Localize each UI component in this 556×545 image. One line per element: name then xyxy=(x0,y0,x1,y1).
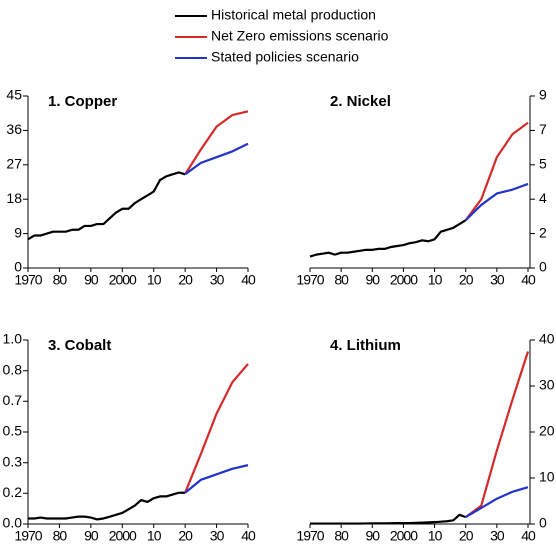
x-tick-label: 80 xyxy=(334,272,349,288)
x-tick-label: 10 xyxy=(428,272,443,288)
legend-label: Net Zero emissions scenario xyxy=(211,28,389,44)
series-line xyxy=(464,121,529,221)
y-tick-label: 0 xyxy=(539,259,547,275)
x-tick-label: 2000 xyxy=(109,272,137,288)
x-tick-label: 40 xyxy=(241,272,256,288)
x-tick-label: 90 xyxy=(365,528,380,544)
y-tick-label: 2 xyxy=(539,224,547,240)
y-tick-label: 0.7 xyxy=(3,392,23,408)
y-tick-label: 0 xyxy=(539,515,547,531)
x-tick-label: 30 xyxy=(490,272,505,288)
x-tick-label: 20 xyxy=(178,272,193,288)
legend-label: Historical metal production xyxy=(211,7,376,23)
x-tick-label: 80 xyxy=(53,528,68,544)
x-tick-label: 1970 xyxy=(14,272,42,288)
panel-title: 1. Copper xyxy=(48,93,117,110)
x-tick-label: 40 xyxy=(241,528,256,544)
y-tick-label: 0.3 xyxy=(3,453,23,469)
y-tick-label: 9 xyxy=(14,224,22,240)
y-tick-label: 27 xyxy=(6,156,22,172)
x-tick-label: 80 xyxy=(53,272,68,288)
y-tick-label: 1.0 xyxy=(3,331,23,347)
y-tick-label: 40 xyxy=(539,331,555,347)
panel-title: 2. Nickel xyxy=(330,93,391,110)
x-tick-label: 20 xyxy=(178,528,193,544)
y-tick-label: 0.8 xyxy=(3,361,23,377)
y-tick-label: 45 xyxy=(6,87,22,103)
y-tick-label: 0.5 xyxy=(3,423,23,439)
y-tick-label: 36 xyxy=(6,121,22,137)
x-tick-label: 1970 xyxy=(296,528,324,544)
y-tick-label: 0.0 xyxy=(3,515,23,531)
x-tick-label: 40 xyxy=(521,272,536,288)
y-tick-label: 9 xyxy=(539,87,547,103)
series-line xyxy=(310,513,467,525)
y-tick-label: 18 xyxy=(6,190,22,206)
x-tick-label: 2000 xyxy=(390,528,418,544)
series-line xyxy=(28,491,186,521)
y-tick-label: 4 xyxy=(539,190,547,206)
x-tick-label: 10 xyxy=(147,272,162,288)
y-tick-label: 30 xyxy=(539,377,555,393)
series-line xyxy=(464,182,529,222)
x-tick-label: 10 xyxy=(428,528,443,544)
x-tick-label: 40 xyxy=(521,528,536,544)
series-line xyxy=(309,219,467,258)
series-line xyxy=(27,171,186,241)
x-tick-label: 2000 xyxy=(109,528,137,544)
series-line xyxy=(184,363,249,494)
x-tick-label: 90 xyxy=(84,272,99,288)
x-tick-label: 90 xyxy=(365,272,380,288)
x-tick-label: 20 xyxy=(459,528,474,544)
panel-title: 4. Lithium xyxy=(330,337,401,354)
x-tick-label: 30 xyxy=(210,528,225,544)
series-line xyxy=(465,486,529,519)
x-tick-label: 1970 xyxy=(296,272,324,288)
x-tick-label: 2000 xyxy=(390,272,418,288)
y-tick-label: 7 xyxy=(539,121,547,137)
x-tick-label: 80 xyxy=(334,528,349,544)
series-line xyxy=(465,351,530,518)
legend-label: Stated policies scenario xyxy=(211,49,359,65)
x-tick-label: 30 xyxy=(490,528,505,544)
x-tick-label: 10 xyxy=(147,528,162,544)
y-tick-label: 0.2 xyxy=(3,484,23,500)
y-tick-label: 10 xyxy=(539,469,555,485)
y-tick-label: 5 xyxy=(539,156,547,172)
y-tick-label: 20 xyxy=(539,423,555,439)
series-line xyxy=(184,142,249,176)
x-tick-label: 90 xyxy=(84,528,99,544)
x-tick-label: 1970 xyxy=(14,528,42,544)
series-line xyxy=(184,110,249,175)
panel-title: 3. Cobalt xyxy=(48,337,111,354)
series-line xyxy=(184,464,249,494)
x-tick-label: 30 xyxy=(210,272,225,288)
y-tick-label: 0 xyxy=(14,259,22,275)
x-tick-label: 20 xyxy=(459,272,474,288)
